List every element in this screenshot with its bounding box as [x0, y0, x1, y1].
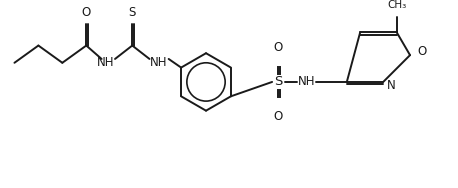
- Text: O: O: [273, 41, 283, 54]
- Text: O: O: [82, 6, 91, 20]
- Text: S: S: [129, 6, 136, 20]
- Text: O: O: [417, 45, 426, 58]
- Text: NH: NH: [97, 56, 114, 69]
- Text: CH₃: CH₃: [387, 0, 406, 10]
- Text: NH: NH: [298, 75, 316, 88]
- Text: S: S: [274, 75, 282, 88]
- Text: NH: NH: [150, 56, 168, 69]
- Text: N: N: [387, 79, 395, 92]
- Text: O: O: [273, 110, 283, 123]
